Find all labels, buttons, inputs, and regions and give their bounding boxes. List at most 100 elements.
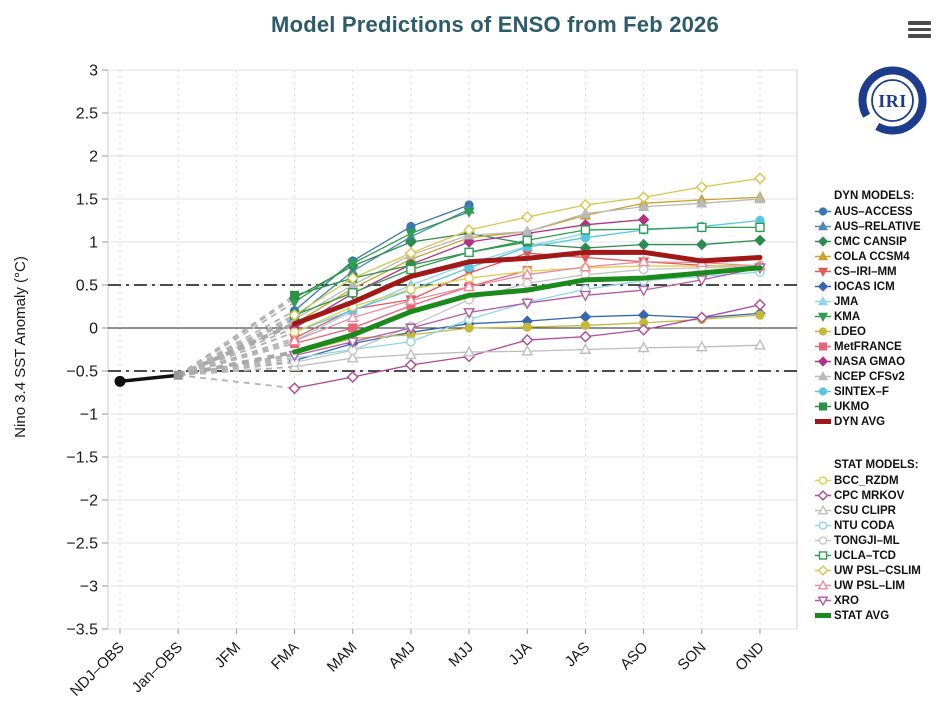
- hamburger-menu-icon[interactable]: [908, 21, 931, 41]
- menu-bar: [908, 21, 931, 25]
- legend-item-uw-psl-cslim: UW PSL–CSLIM: [815, 563, 943, 578]
- x-tick-label: FMA: [268, 639, 302, 673]
- y-tick-label: −3.5: [66, 622, 98, 639]
- legend-item-label: AUS–ACCESS: [834, 205, 913, 218]
- menu-bar: [908, 34, 931, 38]
- legend-item-bcc-rzdm: BCC_RZDM: [815, 473, 943, 488]
- legend-item-cmc-cansip: CMC CANSIP: [815, 234, 943, 249]
- legend-item-label: KMA: [834, 310, 861, 323]
- legend-item-label: NCEP CFSv2: [834, 370, 905, 383]
- xro-marker-icon: [815, 596, 831, 606]
- legend-item-label: CS–IRI–MM: [834, 265, 897, 278]
- legend-item-csu-clipr: CSU CLIPR: [815, 503, 943, 518]
- tongji-ml-marker-icon: [815, 536, 831, 545]
- page-title: Model Predictions of ENSO from Feb 2026: [271, 12, 719, 37]
- y-tick-label: 2.5: [76, 106, 98, 123]
- x-tick-label: Jan–OBS: [129, 639, 186, 696]
- menu-bar: [908, 27, 931, 31]
- y-tick-label: −0.5: [66, 364, 98, 381]
- logo-inner-ring: [871, 79, 914, 122]
- x-tick-label: JJA: [505, 639, 535, 669]
- forecast-fan: [177, 294, 296, 390]
- legend-item-cola-ccsm4: COLA CCSM4: [815, 249, 943, 264]
- y-tick-label: −1.5: [66, 450, 98, 467]
- plot-frame: [107, 69, 798, 630]
- legend-item-label: XRO: [834, 594, 859, 607]
- legend-item-label: BCC_RZDM: [834, 474, 899, 487]
- cola-ccsm4-marker-icon: [815, 251, 831, 261]
- ldeo-marker-icon: [815, 327, 831, 336]
- y-tick-label: 0: [89, 321, 98, 338]
- model-legend: DYN MODELS: AUS–ACCESS AUS–RELATIVE CMC CA…: [815, 189, 943, 623]
- legend-item-nasa-gmao: NASA GMAO: [815, 354, 943, 369]
- legend-item-label: UKMO: [834, 400, 870, 413]
- legend-item-label: NASA GMAO: [834, 355, 906, 368]
- legend-item-cpc-mrkov: CPC MRKOV: [815, 488, 943, 503]
- aus-access-marker-icon: [815, 207, 831, 216]
- legend-item-label: CPC MRKOV: [834, 489, 905, 502]
- legend-item-jma: JMA: [815, 294, 943, 309]
- legend-item-ukmo: UKMO: [815, 399, 943, 414]
- legend-items-dyn: AUS–ACCESS AUS–RELATIVE CMC CANSIP COLA CCS…: [815, 204, 943, 429]
- legend-item-label: DYN AVG: [834, 415, 886, 428]
- kma-marker-icon: [815, 312, 831, 322]
- legend-item-label: CMC CANSIP: [834, 235, 907, 248]
- legend-item-label: CSU CLIPR: [834, 504, 896, 517]
- legend-item-label: UW PSL–CSLIM: [834, 564, 921, 577]
- legend-item-dyn-avg: DYN AVG: [815, 414, 943, 429]
- y-tick-label: 3: [89, 63, 98, 80]
- x-tick-label: MJJ: [445, 639, 476, 670]
- legend-item-label: COLA CCSM4: [834, 250, 910, 263]
- logo-text: IRI: [878, 91, 907, 111]
- legend-item-label: JMA: [834, 295, 859, 308]
- cmc-cansip-marker-icon: [815, 236, 831, 247]
- y-tick-label: 1.5: [76, 192, 98, 209]
- x-tick-label: JFM: [212, 639, 245, 672]
- legend-item-cs-iri-mm: CS–IRI–MM: [815, 264, 943, 279]
- aus-relative-marker-icon: [815, 221, 831, 231]
- legend-item-stat-avg: STAT AVG: [815, 608, 943, 623]
- x-tick-label: JAS: [562, 639, 593, 670]
- metfrance-marker-icon: [815, 342, 831, 351]
- legend-item-label: IOCAS ICM: [834, 280, 895, 293]
- legend-item-ucla-tcd: UCLA–TCD: [815, 548, 943, 563]
- series-stat-avg: [292, 265, 763, 355]
- nasa-gmao-marker-icon: [815, 356, 831, 367]
- y-tick-label: −1: [80, 407, 98, 424]
- logo-outer-ring: [858, 66, 927, 135]
- y-tick-label: −2.5: [66, 536, 98, 553]
- legend-item-kma: KMA: [815, 309, 943, 324]
- series-csu-clipr: [288, 338, 766, 372]
- y-axis-title: Nino 3.4 SST Anomaly (°C): [12, 256, 29, 438]
- uw-psl-cslim-marker-icon: [815, 565, 831, 576]
- dyn-avg-marker-icon: [815, 419, 831, 424]
- legend-item-xro: XRO: [815, 593, 943, 608]
- x-tick-label: SON: [675, 639, 710, 674]
- legend-item-aus-access: AUS–ACCESS: [815, 204, 943, 219]
- legend-item-label: TONGJI–ML: [834, 534, 900, 547]
- x-tick-label: MAM: [324, 639, 361, 676]
- series-ncep-cfsv2: [288, 192, 766, 324]
- legend-header-dyn: DYN MODELS:: [834, 190, 915, 202]
- csu-clipr-marker-icon: [815, 505, 831, 515]
- x-tick-label: ASO: [617, 639, 651, 673]
- legend-item-label: UCLA–TCD: [834, 549, 896, 562]
- legend-item-label: AUS–RELATIVE: [834, 220, 921, 233]
- legend-item-sintex-f: SINTEX–F: [815, 384, 943, 399]
- legend-items-stat: BCC_RZDM CPC MRKOV CSU CLIPR NTU CODA TONGJI…: [815, 473, 943, 623]
- ncep-cfsv2-marker-icon: [815, 371, 831, 381]
- sintex-f-marker-icon: [815, 387, 831, 396]
- legend-item-label: NTU CODA: [834, 519, 895, 532]
- legend-group-stat: STAT MODELS: BCC_RZDM CPC MRKOV CSU CLIPR N…: [815, 458, 943, 623]
- x-tick-label: OND: [732, 639, 768, 675]
- series-kma: [288, 207, 475, 309]
- ukmo-marker-icon: [815, 402, 831, 411]
- y-tick-label: −2: [80, 493, 98, 510]
- cs-iri-mm-marker-icon: [815, 267, 831, 277]
- legend-item-ldeo: LDEO: [815, 324, 943, 339]
- stat-avg-marker-icon: [815, 613, 831, 618]
- iocas-icm-marker-icon: [815, 281, 831, 292]
- series-uw-psl-cslim: [288, 172, 766, 322]
